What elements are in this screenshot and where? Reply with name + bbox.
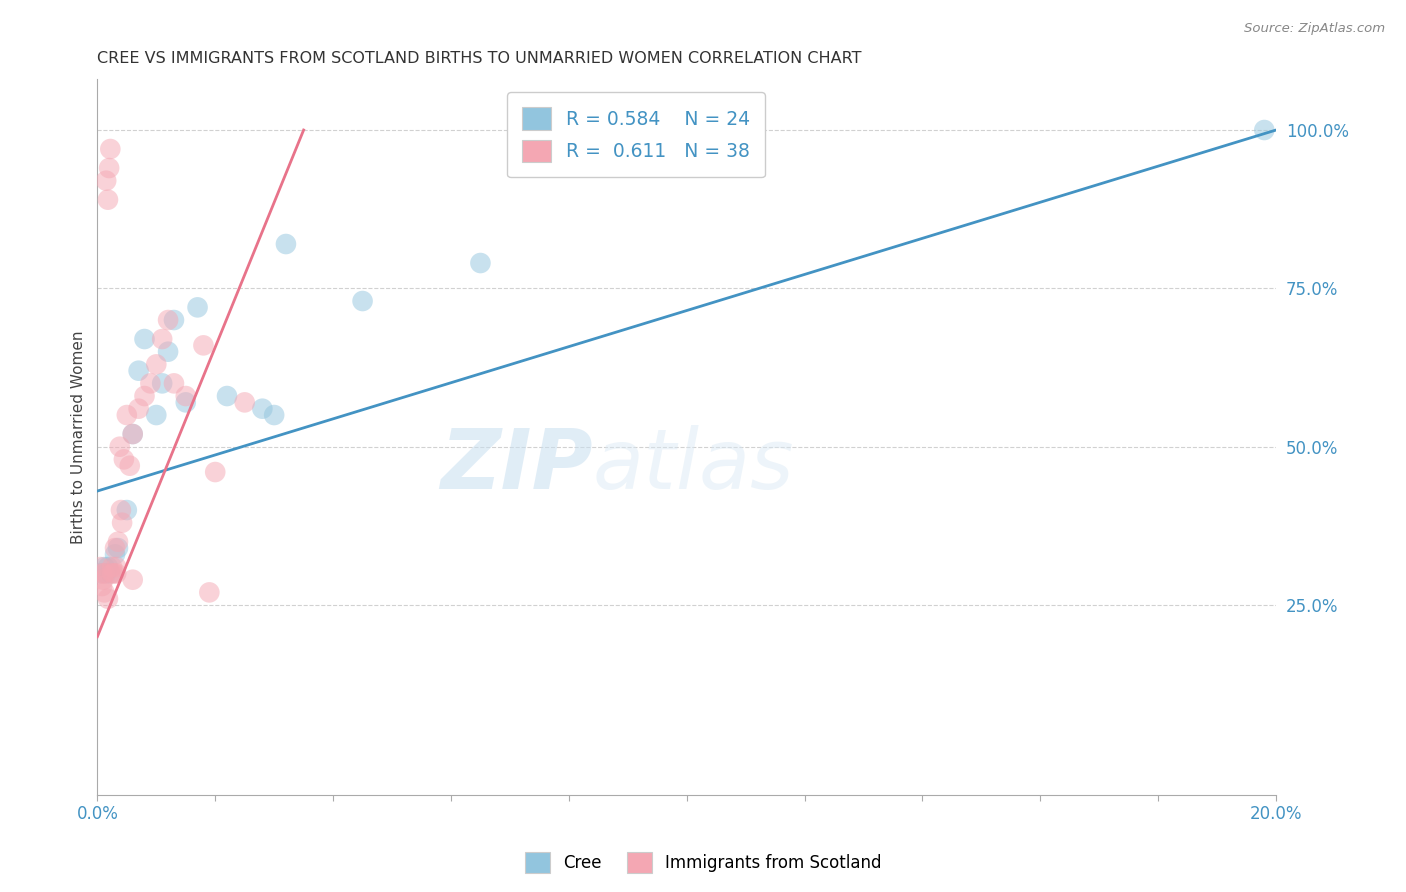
Point bbox=[115, 503, 138, 517]
Point bbox=[121, 573, 143, 587]
Point bbox=[104, 548, 127, 562]
Point bbox=[163, 313, 186, 327]
Text: ZIP: ZIP bbox=[440, 425, 592, 507]
Point bbox=[107, 541, 129, 555]
Point bbox=[252, 401, 274, 416]
Legend: R = 0.584    N = 24, R =  0.611   N = 38: R = 0.584 N = 24, R = 0.611 N = 38 bbox=[508, 92, 765, 178]
Point bbox=[93, 585, 115, 599]
Point bbox=[157, 344, 180, 359]
Point bbox=[105, 566, 128, 581]
Point bbox=[198, 585, 221, 599]
Point bbox=[274, 237, 297, 252]
Text: CREE VS IMMIGRANTS FROM SCOTLAND BIRTHS TO UNMARRIED WOMEN CORRELATION CHART: CREE VS IMMIGRANTS FROM SCOTLAND BIRTHS … bbox=[97, 51, 862, 66]
Point bbox=[89, 566, 111, 581]
Point bbox=[111, 516, 134, 530]
Point bbox=[97, 560, 120, 574]
Point bbox=[352, 293, 374, 308]
Point bbox=[91, 573, 114, 587]
Point bbox=[107, 534, 129, 549]
Point bbox=[187, 301, 209, 315]
Point bbox=[98, 566, 121, 581]
Point bbox=[97, 193, 120, 207]
Point bbox=[263, 408, 285, 422]
Point bbox=[174, 395, 197, 409]
Point bbox=[134, 389, 156, 403]
Point bbox=[101, 560, 124, 574]
Point bbox=[91, 566, 114, 581]
Point bbox=[1253, 123, 1275, 137]
Point bbox=[89, 560, 111, 574]
Point bbox=[104, 541, 127, 555]
Point bbox=[91, 579, 114, 593]
Point bbox=[108, 440, 131, 454]
Point bbox=[470, 256, 492, 270]
Point bbox=[204, 465, 226, 479]
Point bbox=[233, 395, 256, 409]
Point bbox=[163, 376, 186, 391]
Point bbox=[145, 357, 167, 371]
Point bbox=[118, 458, 141, 473]
Point bbox=[134, 332, 156, 346]
Legend: Cree, Immigrants from Scotland: Cree, Immigrants from Scotland bbox=[517, 846, 889, 880]
Point bbox=[97, 591, 120, 606]
Point bbox=[157, 313, 180, 327]
Point bbox=[145, 408, 167, 422]
Point bbox=[110, 503, 132, 517]
Point bbox=[96, 174, 118, 188]
Point bbox=[121, 427, 143, 442]
Point bbox=[101, 566, 124, 581]
Point bbox=[98, 161, 121, 175]
Point bbox=[96, 566, 118, 581]
Point bbox=[139, 376, 162, 391]
Point bbox=[115, 408, 138, 422]
Point bbox=[93, 560, 115, 574]
Point bbox=[193, 338, 215, 352]
Point bbox=[150, 332, 173, 346]
Point bbox=[112, 452, 135, 467]
Point bbox=[121, 427, 143, 442]
Y-axis label: Births to Unmarried Women: Births to Unmarried Women bbox=[72, 330, 86, 544]
Point bbox=[105, 560, 128, 574]
Point bbox=[174, 389, 197, 403]
Point bbox=[98, 142, 121, 156]
Text: atlas: atlas bbox=[592, 425, 794, 507]
Point bbox=[128, 364, 150, 378]
Point bbox=[128, 401, 150, 416]
Point bbox=[93, 566, 115, 581]
Point bbox=[150, 376, 173, 391]
Point bbox=[103, 566, 125, 581]
Text: Source: ZipAtlas.com: Source: ZipAtlas.com bbox=[1244, 22, 1385, 36]
Point bbox=[215, 389, 238, 403]
